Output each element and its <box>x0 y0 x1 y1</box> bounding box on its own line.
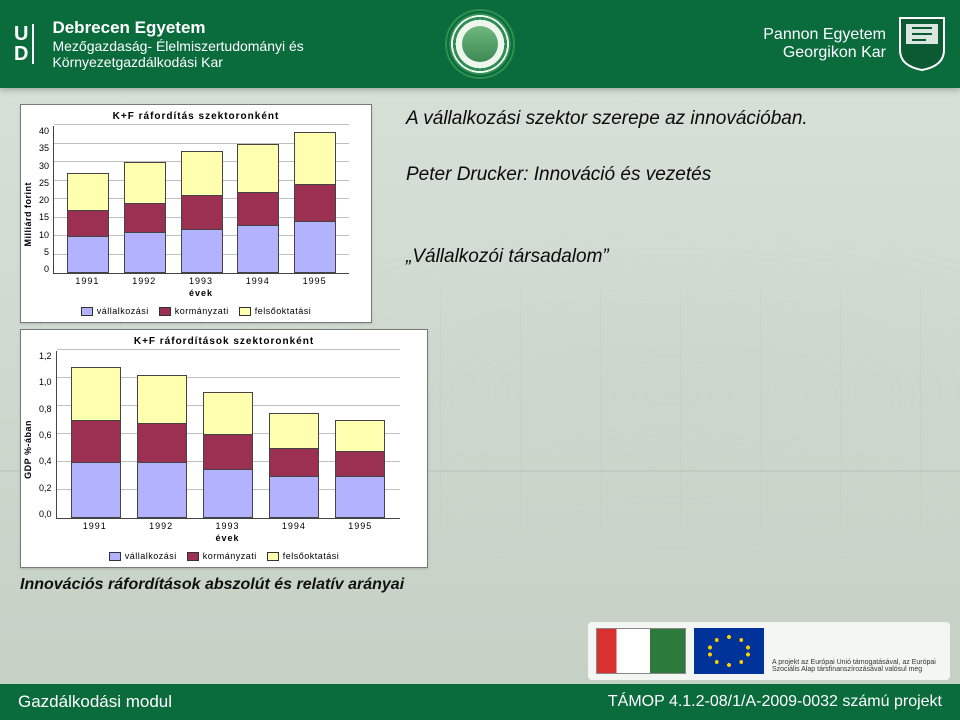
sponsor-caption: A projekt az Európai Unió támogatásával,… <box>772 659 942 674</box>
legend-swatch-2 <box>187 552 199 561</box>
chart1-xlabel: évek <box>53 286 349 302</box>
georgikon-shield-icon <box>898 16 946 72</box>
chart1-xaxis: 19911992199319941995 <box>53 274 349 286</box>
ud-logo-divider <box>32 24 34 64</box>
figure-caption: Innovációs ráfordítások abszolút és rela… <box>20 576 940 594</box>
chart2-legend: vállalkozási kormányzati felsőoktatási <box>21 547 427 567</box>
legend-swatch-3 <box>239 307 251 316</box>
legend-label-1: vállalkozási <box>125 551 177 561</box>
sponsor-eu-logo <box>694 628 764 674</box>
footer-module: Gazdálkodási modul <box>18 692 172 712</box>
header-right-line1: Pannon Egyetem <box>763 26 886 44</box>
chart2-xlabel: évek <box>56 531 400 547</box>
chart1-ylabel: Milliárd forint <box>21 182 35 247</box>
right-text-column: A vállalkozási szektor szerepe az innová… <box>406 104 940 268</box>
header-left-text: Debrecen Egyetem Mezőgazdaság- Élelmisze… <box>52 18 303 70</box>
legend-label-1: vállalkozási <box>97 306 149 316</box>
header-left-line2: Mezőgazdaság- Élelmiszertudományi és <box>52 38 303 54</box>
legend-label-2: kormányzati <box>203 551 257 561</box>
footer-bar: Gazdálkodási modul TÁMOP 4.1.2-08/1/A-20… <box>0 684 960 720</box>
chart2-ylabel: GDP %-ában <box>21 420 35 479</box>
text-drucker: Peter Drucker: Innováció és vezetés <box>406 164 940 186</box>
ud-logo-u: U <box>14 24 28 44</box>
chart2-yaxis: 1,21,00,80,60,40,20,0 <box>35 351 56 519</box>
bar-1995 <box>294 132 336 273</box>
header-bar: U D Debrecen Egyetem Mezőgazdaság- Élelm… <box>0 0 960 88</box>
chart1-bars <box>54 126 349 273</box>
header-left-line1: Debrecen Egyetem <box>52 18 303 38</box>
header-right-line2: Georgikon Kar <box>763 44 886 62</box>
chart1-legend: vállalkozási kormányzati felsőoktatási <box>21 302 371 322</box>
footer-project: TÁMOP 4.1.2-08/1/A-2009-0032 számú proje… <box>608 693 942 711</box>
text-role-of-sector: A vállalkozási szektor szerepe az innová… <box>406 108 940 130</box>
bar-1994 <box>237 144 279 273</box>
chart2-bars <box>57 351 400 518</box>
bar-1993 <box>203 392 253 518</box>
legend-label-2: kormányzati <box>175 306 229 316</box>
text-entrepreneurial-society: „Vállalkozói társadalom” <box>406 246 940 268</box>
chart2-title: K+F ráfordítások szektoronként <box>21 330 427 351</box>
seal-icon <box>462 26 498 62</box>
chart1-yaxis: 4035302520151050 <box>35 126 53 274</box>
chart1-plot-area <box>53 126 349 274</box>
chart2-plot-area <box>56 351 400 519</box>
ud-logo: U D <box>14 24 42 64</box>
bar-1993 <box>181 151 223 273</box>
chart-gdp-panel: K+F ráfordítások szektoronként GDP %-ába… <box>20 329 428 568</box>
sponsor-umo-logo <box>596 628 686 674</box>
chart-abs-panel: K+F ráfordítás szektoronként Milliárd fo… <box>20 104 372 323</box>
chart1-title: K+F ráfordítás szektoronként <box>21 105 371 126</box>
bar-1994 <box>269 413 319 518</box>
legend-swatch-2 <box>159 307 171 316</box>
bar-1991 <box>67 173 109 273</box>
bar-1992 <box>124 162 166 273</box>
header-right-text: Pannon Egyetem Georgikon Kar <box>763 26 886 62</box>
header-center-seal <box>445 9 515 79</box>
bar-1991 <box>71 367 121 518</box>
ud-logo-d: D <box>14 44 28 64</box>
header-right: Pannon Egyetem Georgikon Kar <box>763 16 946 72</box>
legend-label-3: felsőoktatási <box>255 306 312 316</box>
content-area: K+F ráfordítás szektoronként Milliárd fo… <box>0 88 960 594</box>
bar-1995 <box>335 420 385 518</box>
chart2-xaxis: 19911992199319941995 <box>56 519 400 531</box>
header-left-line3: Környezetgazdálkodási Kar <box>52 54 303 70</box>
legend-label-3: felsőoktatási <box>283 551 340 561</box>
sponsor-logos: A projekt az Európai Unió támogatásával,… <box>588 622 950 680</box>
bar-1992 <box>137 375 187 518</box>
header-left: U D Debrecen Egyetem Mezőgazdaság- Élelm… <box>14 18 304 70</box>
legend-swatch-3 <box>267 552 279 561</box>
legend-swatch-1 <box>109 552 121 561</box>
legend-swatch-1 <box>81 307 93 316</box>
